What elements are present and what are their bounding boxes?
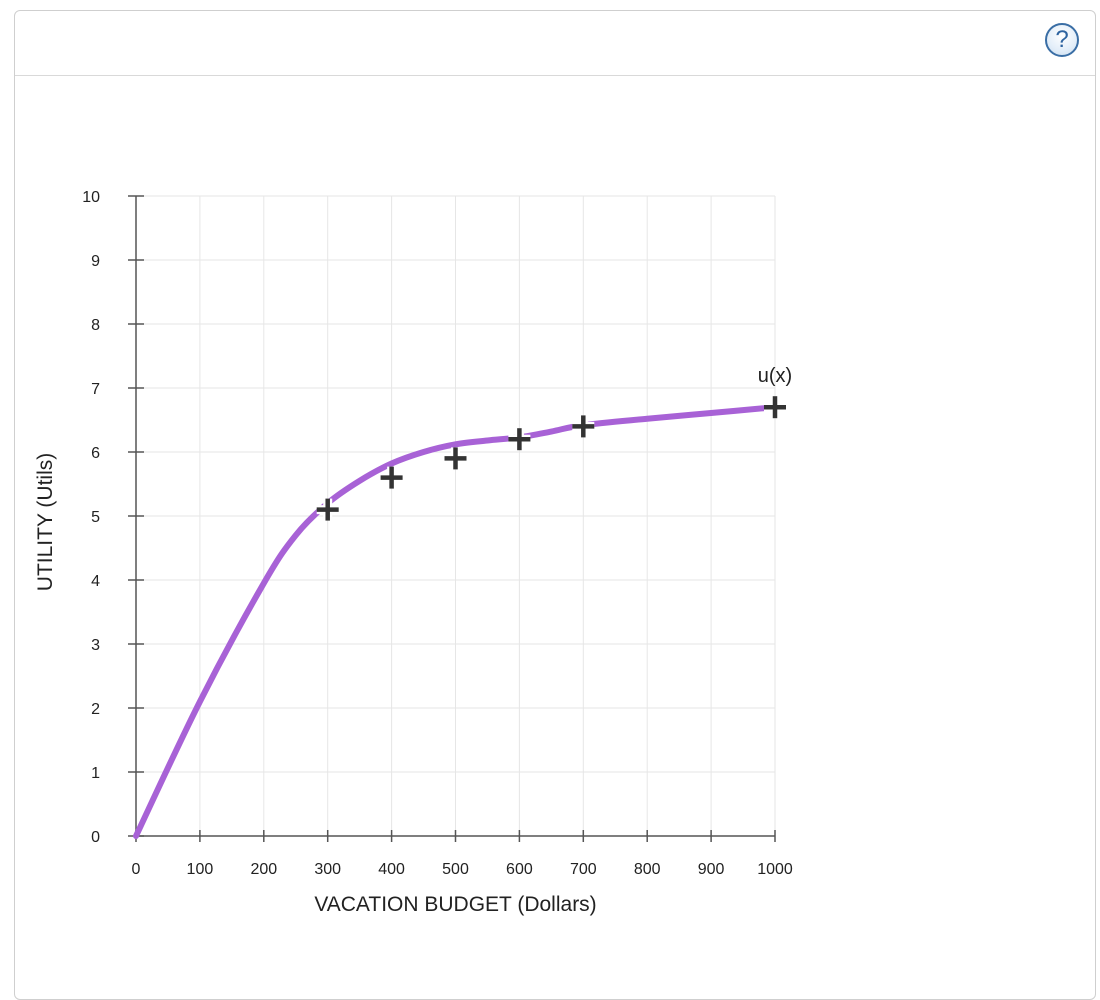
help-icon: ? (1055, 26, 1069, 53)
y-tick-label: 9 (91, 253, 100, 270)
plus-marker[interactable] (508, 428, 531, 451)
help-button[interactable]: ? (1045, 23, 1079, 57)
markers[interactable] (316, 396, 786, 521)
x-tick-label: 600 (506, 861, 533, 878)
plus-marker[interactable] (316, 498, 339, 521)
y-axis-title: UTILITY (Utils) (34, 453, 57, 591)
x-tick-label: 1000 (757, 861, 793, 878)
plus-marker[interactable] (444, 447, 467, 470)
y-tick-label: 8 (91, 317, 100, 334)
y-tick-label: 1 (91, 765, 100, 782)
x-tick-label: 700 (570, 861, 597, 878)
x-axis-title: VACATION BUDGET (Dollars) (314, 893, 596, 916)
series (133, 404, 778, 839)
x-tick-label: 500 (442, 861, 469, 878)
y-tick-label: 10 (82, 189, 100, 206)
x-tick-label: 400 (378, 861, 405, 878)
y-tick-label: 2 (91, 701, 100, 718)
plus-marker[interactable] (572, 415, 595, 438)
y-tick-label: 4 (91, 573, 100, 590)
axes (128, 195, 776, 842)
x-tick-label: 800 (634, 861, 661, 878)
plus-marker[interactable] (764, 396, 786, 419)
x-tick-label: 200 (250, 861, 277, 878)
x-tick-label: 300 (314, 861, 341, 878)
x-tick-label: 100 (187, 861, 214, 878)
plus-marker[interactable] (380, 466, 403, 489)
tick-labels: 0 100 200 300 400 500 600 700 800 900 1000 0 1 2 3 4 5 6 7… (82, 189, 793, 878)
grid (136, 195, 776, 836)
graph-panel: ? (14, 10, 1096, 1000)
y-tick-label: 6 (91, 445, 100, 462)
x-tick-label: 0 (132, 861, 141, 878)
y-tick-label: 3 (91, 637, 100, 654)
panel-header: ? (15, 11, 1095, 76)
series-label: u(x) (758, 365, 792, 387)
y-tick-label: 5 (91, 509, 100, 526)
y-tick-label: 7 (91, 381, 100, 398)
x-tick-label: 900 (698, 861, 725, 878)
y-tick-label: 0 (91, 829, 100, 846)
utility-curve (133, 404, 778, 839)
